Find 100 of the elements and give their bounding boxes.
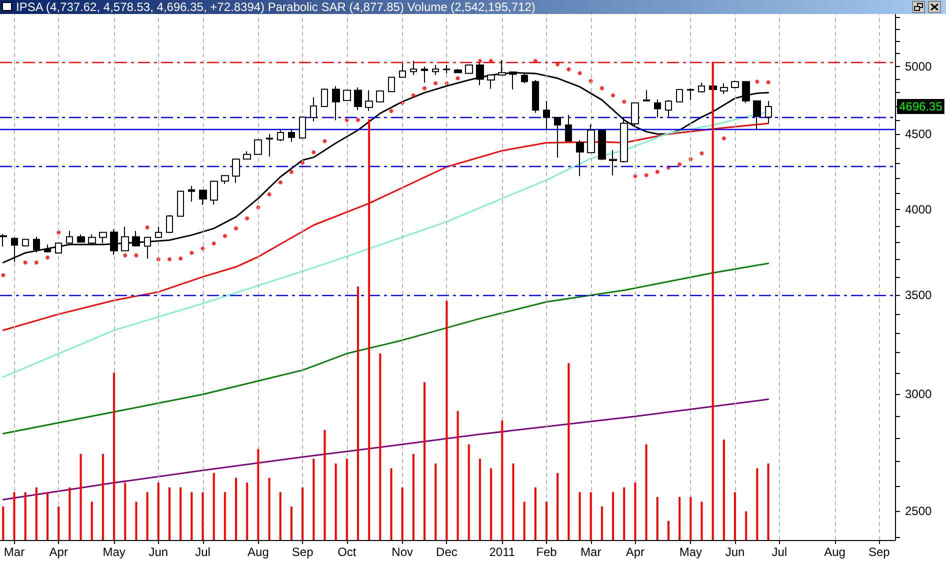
candlestick: [643, 90, 650, 102]
candlestick: [532, 79, 539, 114]
x-tick-label: Jun: [725, 545, 745, 559]
bar: [412, 454, 414, 540]
point: [578, 71, 582, 76]
bar: [190, 492, 193, 540]
point: [322, 139, 327, 144]
bar: [90, 502, 93, 540]
candlestick: [232, 158, 240, 184]
point: [145, 225, 150, 230]
chart-title: IPSA (4,737.62, 4,578.53, 4,696.35, +72.8394) Parabolic SAR (4,877.85) Volume (2,542,195,712): [16, 0, 536, 14]
bar: [546, 502, 548, 540]
candlestick: [166, 214, 173, 234]
candlestick: [399, 62, 406, 78]
candlestick: [388, 76, 395, 92]
bar: [146, 492, 148, 540]
point: [356, 118, 360, 122]
point: [700, 151, 704, 156]
candlestick: [321, 88, 328, 108]
x-tick-label: Sep: [292, 545, 314, 559]
candlestick: [620, 116, 628, 163]
point: [190, 250, 194, 255]
bar: [246, 482, 248, 540]
point: [456, 76, 460, 80]
point: [1, 273, 6, 278]
candlestick: [110, 228, 118, 256]
bar: [690, 496, 692, 540]
candlestick: [443, 64, 450, 74]
candlestick: [77, 234, 85, 243]
candlestick: [554, 116, 561, 158]
candlestick: [354, 86, 362, 111]
bar: [379, 354, 382, 540]
candlestick: [155, 226, 162, 238]
bar: [756, 468, 758, 540]
bar: [312, 458, 315, 540]
candlestick: [454, 68, 462, 74]
bar: [290, 506, 292, 540]
x-tick-label: Jun: [148, 545, 168, 559]
point: [611, 93, 616, 98]
x-tick-label: Jul: [772, 545, 788, 559]
bar: [468, 444, 470, 540]
bar: [157, 482, 160, 540]
point: [312, 150, 316, 154]
bar: [68, 487, 71, 540]
candlestick: [0, 234, 7, 248]
candlestick: [266, 133, 273, 157]
bar: [279, 492, 282, 540]
bar: [523, 502, 526, 540]
point: [134, 253, 138, 258]
bar: [346, 458, 348, 540]
point: [389, 108, 394, 113]
point: [766, 80, 770, 84]
y-tick-label: 4500: [905, 126, 932, 141]
x-tick-label: 2011: [489, 545, 516, 559]
candlestick: [88, 234, 96, 246]
bar: [578, 492, 581, 540]
bar: [623, 487, 626, 540]
candlestick: [598, 129, 606, 161]
bar: [334, 463, 337, 540]
point: [123, 253, 128, 258]
bar: [434, 463, 437, 540]
candlestick: [210, 180, 218, 206]
candlestick: [44, 244, 51, 253]
point: [278, 180, 282, 184]
candlestick: [376, 90, 384, 103]
point: [23, 260, 28, 265]
x-tick-label: Dec: [436, 545, 458, 559]
point: [245, 216, 250, 220]
candlestick: [243, 150, 251, 160]
candlestick: [99, 232, 107, 244]
bar: [224, 492, 226, 540]
bar: [113, 372, 116, 540]
bar: [556, 473, 559, 540]
bar: [46, 492, 49, 540]
bar: [180, 487, 182, 540]
bar: [656, 496, 658, 540]
x-tick-label: May: [679, 545, 702, 559]
candlestick: [687, 88, 694, 101]
bar: [478, 458, 481, 540]
candlestick: [587, 124, 595, 154]
bar: [13, 492, 16, 540]
x-tick-label: Mar: [580, 545, 602, 559]
bar: [268, 478, 270, 540]
x-tick-label: Oct: [338, 545, 357, 559]
bar: [212, 473, 215, 540]
candlestick: [576, 140, 584, 177]
candlestick: [665, 99, 672, 118]
candlestick: [410, 60, 417, 76]
point: [600, 86, 604, 90]
bar: [667, 520, 670, 540]
point: [46, 255, 50, 260]
bar: [424, 382, 426, 540]
line-series: [2, 262, 770, 434]
x-tick-label: Apr: [49, 545, 68, 559]
candlestick: [742, 80, 750, 104]
candlestick: [698, 82, 705, 94]
bar: [124, 482, 126, 540]
candlestick: [332, 86, 340, 121]
line-series: [2, 398, 770, 500]
bar: [456, 410, 459, 540]
